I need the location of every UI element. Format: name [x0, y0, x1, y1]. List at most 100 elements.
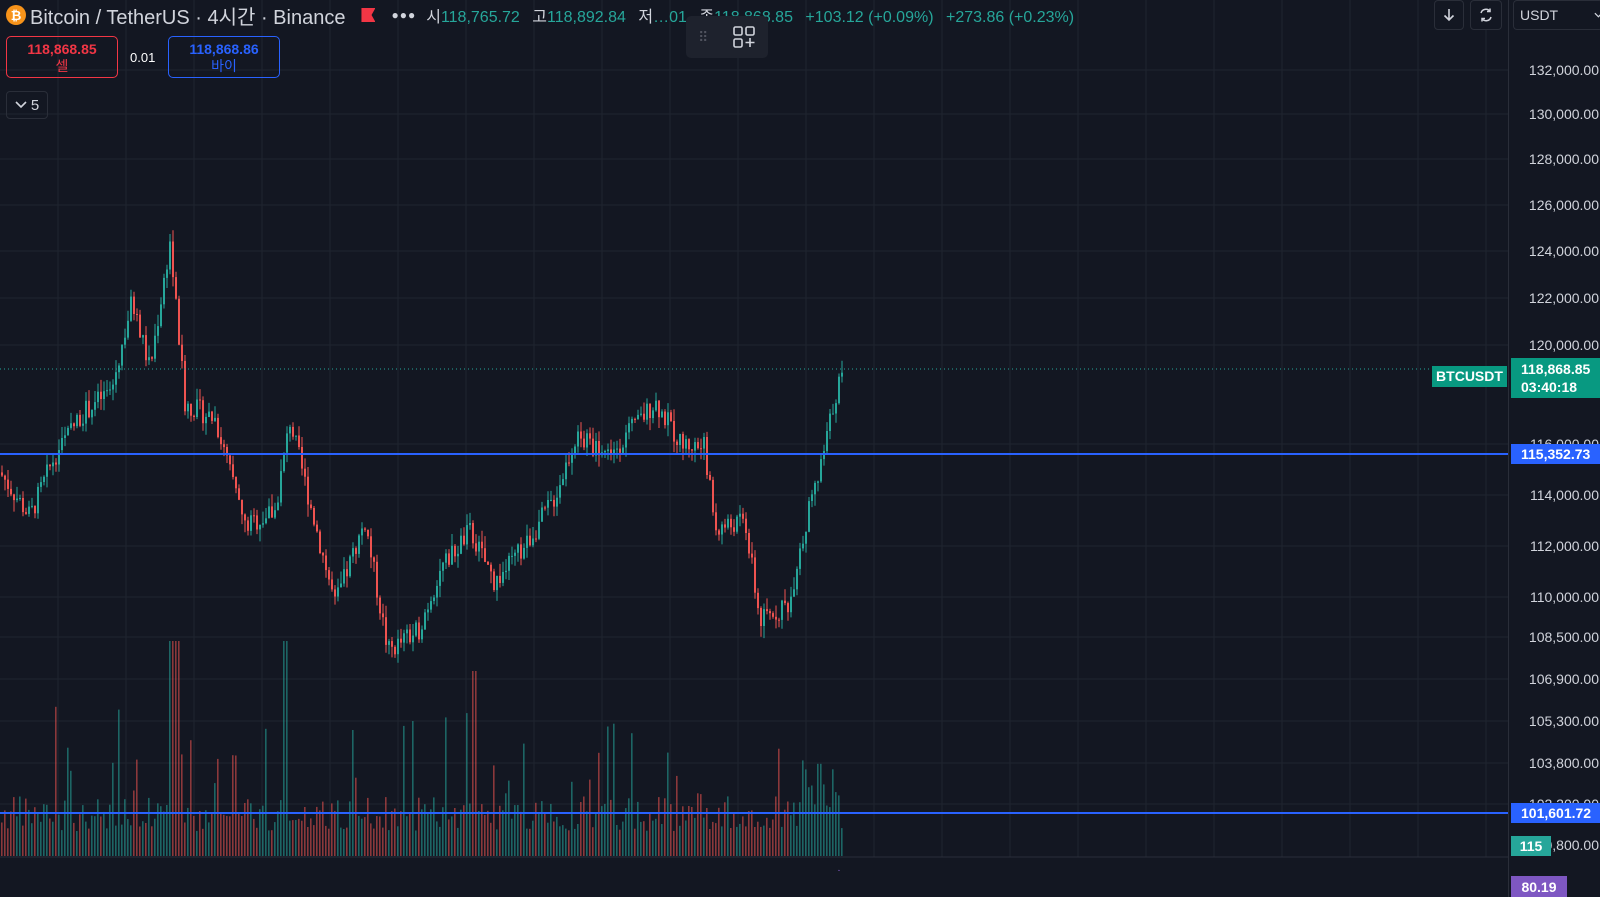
- volume-bar: [457, 827, 459, 856]
- candle-body: [565, 462, 567, 480]
- volume-bar: [484, 814, 486, 856]
- volume-bar: [79, 814, 81, 856]
- candle-body: [457, 553, 459, 557]
- volume-bar: [664, 798, 666, 856]
- volume-bar: [424, 804, 426, 856]
- scroll-to-latest-button[interactable]: [1434, 0, 1464, 30]
- volume-bar: [418, 797, 420, 856]
- candle-body: [622, 447, 624, 453]
- volume-bar: [88, 828, 90, 856]
- volume-bar: [724, 802, 726, 856]
- volume-bar: [802, 760, 804, 856]
- candle-body: [328, 570, 330, 580]
- candle-body: [436, 585, 438, 598]
- volume-bar: [319, 810, 321, 856]
- volume-bar: [259, 809, 261, 856]
- symbol-title[interactable]: Bitcoin / TetherUS · 4시간 · Binance: [30, 6, 346, 29]
- candle-body: [787, 603, 789, 613]
- candle-body: [499, 575, 501, 583]
- candle-body: [598, 441, 600, 456]
- candle-body: [190, 403, 192, 416]
- candle-body: [733, 527, 735, 532]
- candle-body: [247, 520, 249, 531]
- candle-body: [544, 507, 546, 509]
- volume-bar: [814, 804, 816, 856]
- candle-body: [169, 241, 171, 270]
- add-widget-icon[interactable]: [732, 25, 756, 49]
- change-value: +103.12 (+0.09%): [805, 9, 934, 26]
- price-tick-label: 126,000.00: [1528, 197, 1599, 213]
- volume-bar: [589, 779, 591, 856]
- candle-body: [217, 417, 219, 438]
- volume-bar: [334, 810, 336, 856]
- last-price-value: 118,868.85: [1521, 361, 1591, 377]
- candle-body: [421, 629, 423, 640]
- candle-body: [187, 403, 189, 412]
- price-tick-label: 106,900.00: [1528, 671, 1599, 687]
- volume-bar: [10, 811, 12, 856]
- candle-body: [358, 535, 360, 554]
- volume-bar: [586, 811, 588, 856]
- candle-body: [538, 521, 540, 539]
- price-tick-label: 124,000.00: [1528, 243, 1599, 259]
- candle-body: [772, 613, 774, 617]
- volume-bar: [835, 792, 837, 856]
- candle-body: [718, 530, 720, 535]
- candle-body: [238, 488, 240, 500]
- candle-body: [277, 502, 279, 511]
- floating-toolbar[interactable]: ⠿: [686, 16, 768, 58]
- chart-plot-area[interactable]: [0, 0, 1508, 871]
- price-tick-label: 105,300.00: [1528, 713, 1599, 729]
- buy-label: 바이: [211, 58, 237, 74]
- candle-body: [256, 515, 258, 530]
- volume-bar: [358, 815, 360, 856]
- price-axis[interactable]: USDT 132,000.00 130,000.00 128,000.00 126,0…: [1508, 0, 1600, 897]
- candle-body: [826, 431, 828, 452]
- volume-bar: [559, 826, 561, 856]
- candle-body: [409, 629, 411, 643]
- candle-body: [520, 544, 522, 559]
- candle-body: [112, 384, 114, 390]
- volume-bar: [568, 830, 570, 856]
- sell-button[interactable]: 118,868.85 셀: [6, 36, 118, 78]
- buy-button[interactable]: 118,868.86 바이: [168, 36, 280, 78]
- candle-body: [103, 391, 105, 399]
- indicators-collapse-button[interactable]: 5: [6, 91, 48, 119]
- candle-body: [832, 413, 834, 415]
- volume-bar: [817, 763, 819, 856]
- volume-bar: [574, 828, 576, 856]
- volume-bar: [64, 800, 66, 856]
- candle-body: [280, 471, 282, 503]
- candle-body: [166, 269, 168, 278]
- volume-bar: [28, 809, 30, 856]
- order-quantity[interactable]: 0.01: [130, 50, 156, 65]
- candle-body: [796, 568, 798, 590]
- candle-body: [346, 569, 348, 577]
- candle-body: [760, 608, 762, 626]
- volume-bar: [490, 822, 492, 856]
- volume-bar: [337, 800, 339, 856]
- candle-body: [616, 448, 618, 450]
- candle-body: [442, 562, 444, 571]
- candle-body: [388, 641, 390, 645]
- refresh-icon: [1480, 8, 1492, 22]
- reset-view-button[interactable]: [1470, 0, 1502, 30]
- volume-bar: [76, 831, 78, 856]
- flag-icon[interactable]: [361, 8, 376, 22]
- volume-bar: [679, 825, 681, 856]
- drag-handle-icon[interactable]: ⠿: [698, 28, 708, 45]
- currency-select[interactable]: USDT: [1513, 0, 1600, 30]
- volume-bar: [265, 728, 267, 856]
- more-options-icon[interactable]: ●●●: [391, 8, 417, 22]
- volume-bar: [301, 820, 303, 856]
- candle-body: [262, 523, 264, 525]
- volume-bar: [634, 828, 636, 856]
- candle-body: [571, 454, 573, 463]
- volume-bar: [793, 802, 795, 856]
- volume-bar: [730, 828, 732, 856]
- volume-bar: [238, 813, 240, 856]
- price-tick-label: 114,000.00: [1529, 487, 1599, 503]
- candle-body: [745, 518, 747, 533]
- volume-bar: [691, 807, 693, 856]
- volume-bar: [124, 799, 126, 856]
